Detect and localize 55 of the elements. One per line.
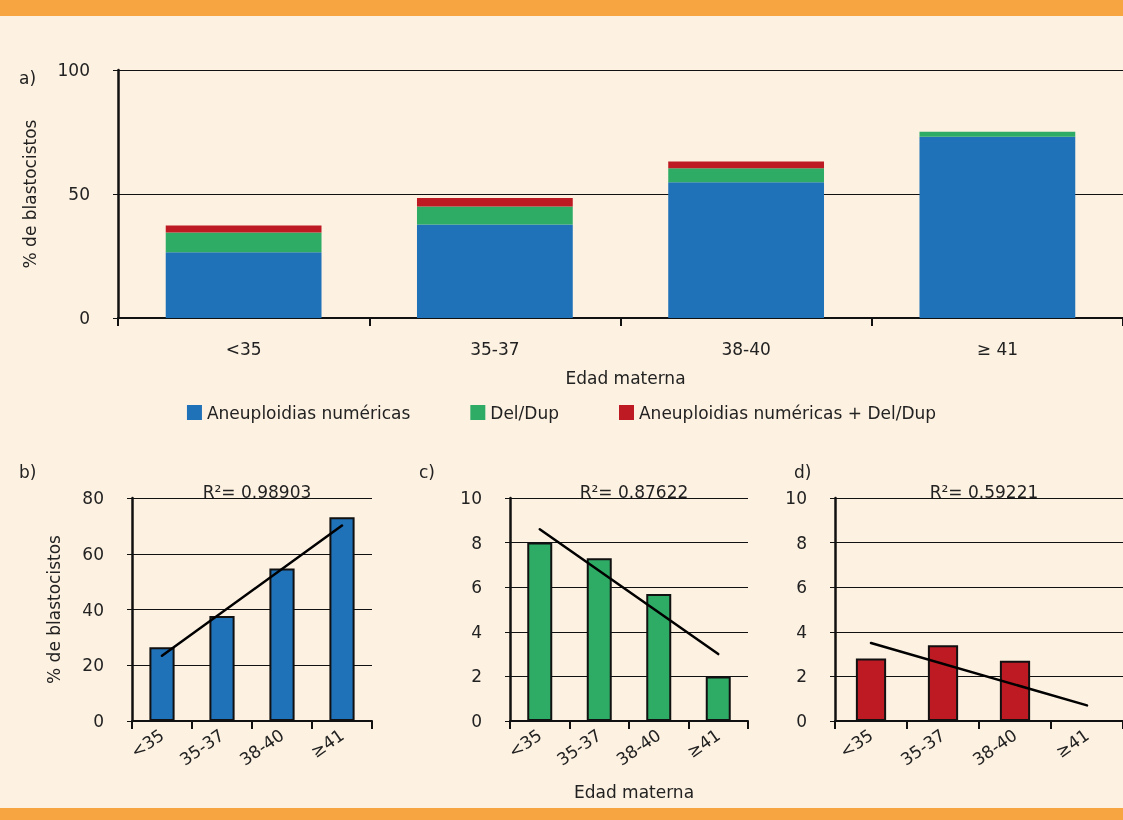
- y-tick-label: 2: [796, 666, 807, 687]
- y-tick-label: 8: [796, 532, 807, 553]
- y-axis-title: % de blastocistos: [43, 534, 64, 684]
- y-axis-title: % de blastocistos: [19, 119, 40, 269]
- x-axis-title: Edad materna: [565, 367, 686, 388]
- chart-title: d): [794, 461, 812, 482]
- y-tick-label: 80: [82, 488, 104, 508]
- y-tick-label: 0: [471, 711, 482, 731]
- y-tick-label: 10: [460, 488, 482, 508]
- chart-subtitle: R²= 0.87622: [579, 481, 689, 502]
- legend-label: Del/Dup: [490, 402, 559, 423]
- bar: [919, 131, 1076, 137]
- y-tick-label: 40: [82, 599, 104, 620]
- bar: [165, 232, 322, 253]
- y-tick-label: 4: [796, 621, 807, 642]
- y-tick-label: 0: [796, 711, 807, 731]
- chart-title: c): [419, 461, 435, 482]
- bar: [668, 161, 825, 169]
- bar: [416, 224, 573, 318]
- y-tick-label: 20: [82, 655, 104, 676]
- chart-title: a): [19, 67, 37, 88]
- x-tick-label: 38-40: [721, 338, 771, 359]
- y-tick-label: 0: [79, 308, 90, 328]
- x-tick-label: <35: [225, 338, 262, 359]
- x-tick-label: <35: [835, 724, 877, 762]
- legend-label: Aneuploidias numéricas: [206, 402, 411, 423]
- y-tick-label: 6: [796, 577, 807, 598]
- y-tick-label: 4: [471, 621, 482, 642]
- bar: [668, 168, 825, 183]
- legend-label: Aneuploidias numéricas + Del/Dup: [638, 402, 937, 423]
- x-tick-label: 35-37: [470, 338, 520, 359]
- bar: [165, 225, 322, 233]
- x-tick-label: <35: [126, 724, 168, 762]
- y-tick-label: 50: [68, 184, 90, 204]
- x-tick-label: <35: [504, 724, 546, 762]
- y-tick-label: 60: [82, 543, 104, 564]
- x-tick-label: ≥41: [306, 724, 348, 762]
- bar: [416, 206, 573, 225]
- y-tick-label: 6: [471, 577, 482, 598]
- y-tick-label: 0: [93, 711, 104, 731]
- y-tick-label: 100: [57, 60, 90, 80]
- x-tick-label: ≥41: [1051, 724, 1093, 762]
- x-tick-label: ≥41: [683, 724, 724, 762]
- bar: [416, 197, 573, 207]
- chart-subtitle: R²= 0.98903: [202, 481, 312, 502]
- bar: [668, 182, 825, 318]
- chart-subtitle: R²= 0.59221: [929, 481, 1039, 502]
- bar: [919, 136, 1076, 318]
- y-tick-label: 2: [471, 666, 482, 687]
- y-tick-label: 10: [785, 488, 807, 508]
- x-axis-title: Edad materna: [573, 781, 695, 802]
- bar: [165, 252, 322, 318]
- x-tick-label: ≥ 41: [976, 338, 1019, 359]
- chart-title: b): [19, 461, 37, 482]
- y-tick-label: 8: [471, 532, 482, 553]
